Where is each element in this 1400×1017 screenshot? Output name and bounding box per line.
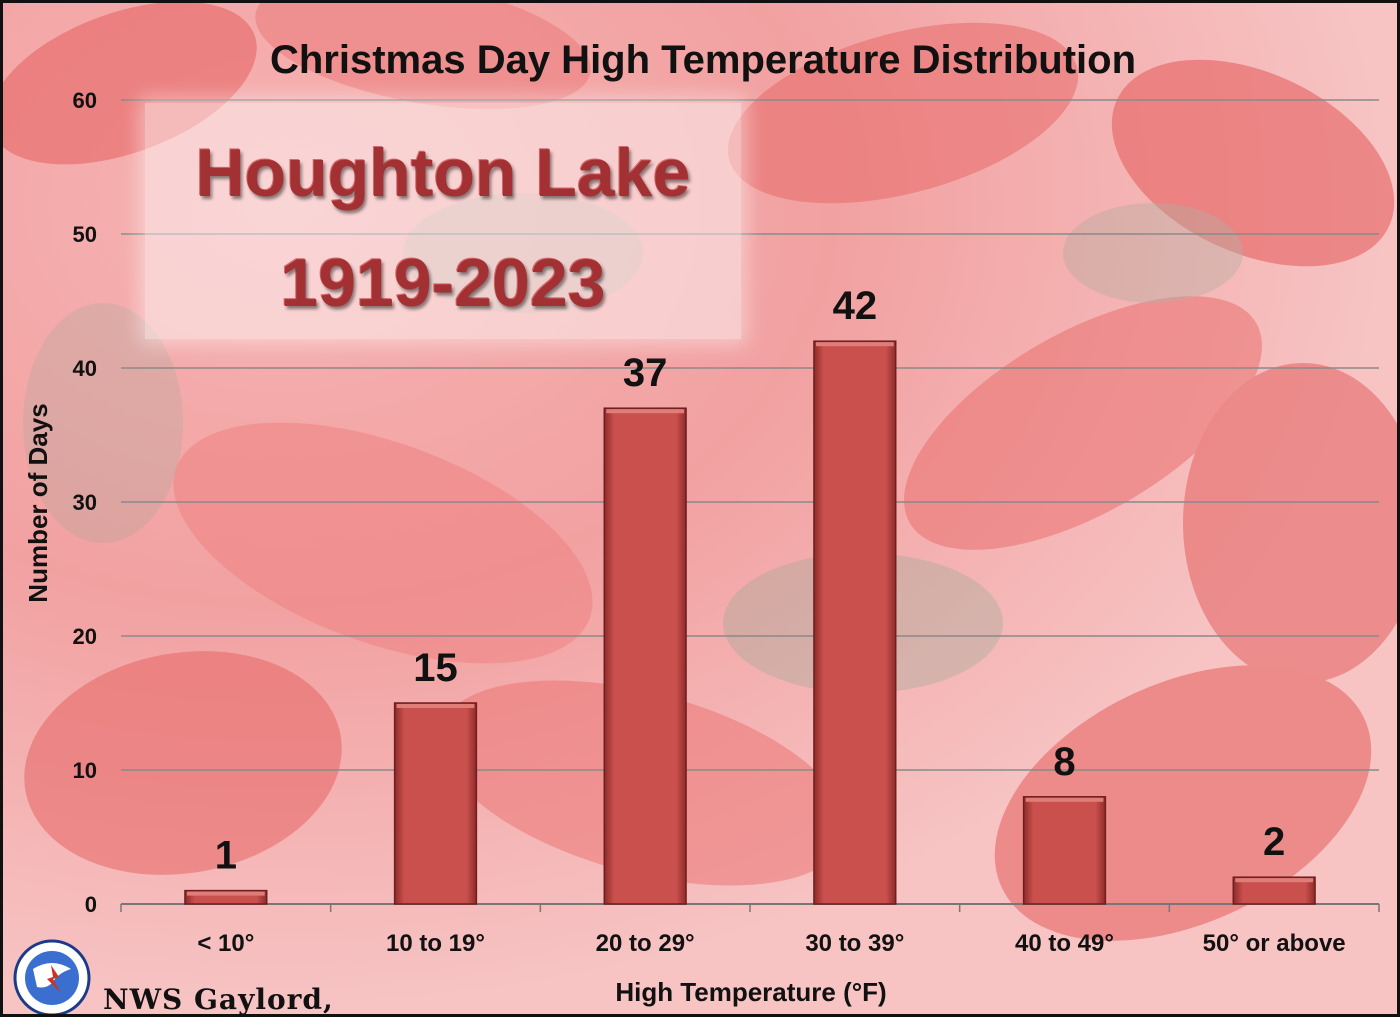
chart-title: Christmas Day High Temperature Distribut… bbox=[270, 38, 1136, 82]
y-tick-label: 0 bbox=[85, 892, 97, 917]
station-name: Houghton Lake bbox=[195, 135, 691, 211]
y-tick-label: 60 bbox=[73, 88, 97, 113]
bar-highlight bbox=[396, 704, 475, 708]
bars: 1 15 37 42 8 2 bbox=[184, 284, 1316, 905]
nws-credit: NWS Gaylord, bbox=[103, 983, 334, 1016]
y-axis-label: Number of Days bbox=[23, 403, 53, 602]
data-label: 1 bbox=[215, 834, 237, 878]
period-of-record: 1919-2023 bbox=[280, 245, 606, 321]
y-tick-label: 30 bbox=[73, 490, 97, 515]
data-label: 15 bbox=[413, 646, 458, 690]
bar bbox=[603, 407, 687, 905]
x-category-label: 30 to 39° bbox=[805, 930, 904, 957]
x-category-label: < 10° bbox=[197, 930, 254, 957]
x-category-label: 10 to 19° bbox=[386, 930, 485, 957]
data-label: 8 bbox=[1053, 740, 1075, 784]
x-category-label: 40 to 49° bbox=[1015, 930, 1114, 957]
y-tick-label: 50 bbox=[73, 222, 97, 247]
station-overlay: Houghton Lake 1919-2023 bbox=[145, 103, 741, 339]
data-label: 42 bbox=[833, 284, 878, 328]
y-tick-label: 20 bbox=[73, 624, 97, 649]
data-label: 37 bbox=[623, 351, 668, 395]
x-category-label: 50° or above bbox=[1203, 930, 1346, 957]
bar bbox=[813, 340, 897, 905]
nws-logo bbox=[13, 939, 91, 1014]
bar-highlight bbox=[815, 342, 894, 347]
y-tick-label: 10 bbox=[73, 758, 97, 783]
y-tick-label: 40 bbox=[73, 356, 97, 381]
data-label: 2 bbox=[1263, 820, 1285, 864]
x-axis-categories: < 10° 10 to 19° 20 to 29° 30 to 39° 40 to 49… bbox=[120, 904, 1380, 957]
bar-highlight bbox=[606, 409, 685, 414]
bar-highlight bbox=[1025, 797, 1104, 802]
bar bbox=[1022, 796, 1107, 905]
y-axis-ticks: 0 10 20 30 40 50 60 bbox=[73, 88, 97, 917]
x-axis-label: High Temperature (°F) bbox=[615, 977, 886, 1007]
x-category-label: 20 to 29° bbox=[596, 930, 695, 957]
bar-highlight bbox=[186, 891, 265, 896]
bar-chart: Christmas Day High Temperature Distribut… bbox=[23, 38, 1380, 1007]
bar bbox=[393, 702, 478, 905]
bar-highlight bbox=[1235, 878, 1314, 883]
